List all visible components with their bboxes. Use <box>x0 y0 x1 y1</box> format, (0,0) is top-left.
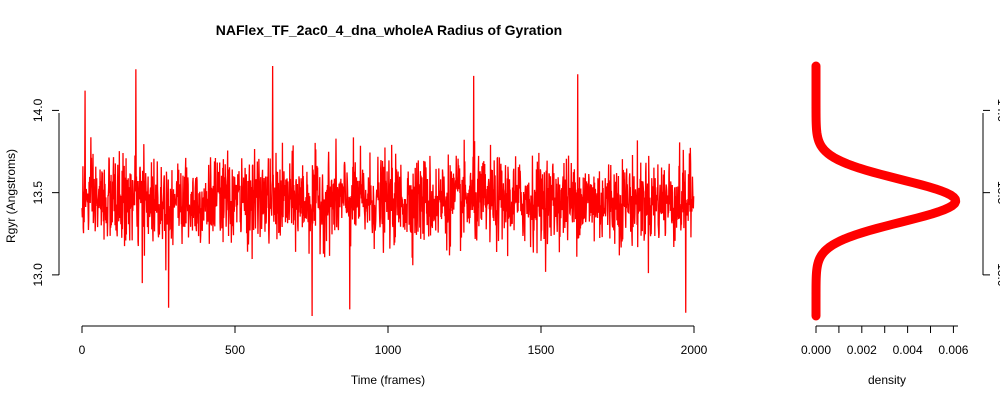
density-line <box>811 61 961 321</box>
y-tick-label: 14.0 <box>31 98 45 122</box>
x-tick-label: 500 <box>225 343 245 357</box>
rgyr-series-line <box>81 65 695 317</box>
density-x-tick-label: 0.002 <box>847 343 877 357</box>
x-tick-label: 1500 <box>528 343 555 357</box>
density-curve <box>811 61 961 321</box>
x-ticks: 0 500 1000 1500 2000 <box>79 326 708 357</box>
x-tick-label: 0 <box>79 343 86 357</box>
y-tick-label: 13.5 <box>31 181 45 205</box>
density-x-tick-label: 0.000 <box>801 343 831 357</box>
density-y-tick-label: 13.0 <box>995 263 1000 287</box>
density-y-tick-label: 13.5 <box>995 181 1000 205</box>
x-tick-label: 1000 <box>375 343 402 357</box>
x-tick-label: 2000 <box>681 343 708 357</box>
series-main <box>81 65 695 317</box>
y-axis-label: Rgyr (Angstroms) <box>4 149 18 243</box>
density-x-ticks: 0.000 0.002 0.004 0.006 <box>801 326 969 357</box>
y-ticks: 13.0 13.5 14.0 <box>31 98 59 287</box>
density-y-tick-label: 14.0 <box>995 99 1000 123</box>
density-x-tick-label: 0.006 <box>938 343 968 357</box>
chart-title: NAFlex_TF_2ac0_4_dna_wholeA Radius of Gy… <box>216 22 562 38</box>
density-x-tick-label: 0.004 <box>893 343 923 357</box>
density-x-axis-label: density <box>868 373 906 387</box>
density-y-ticks: 13.0 13.5 14.0 <box>983 99 1000 287</box>
x-axis-label: Time (frames) <box>351 373 425 387</box>
y-tick-label: 13.0 <box>31 263 45 287</box>
